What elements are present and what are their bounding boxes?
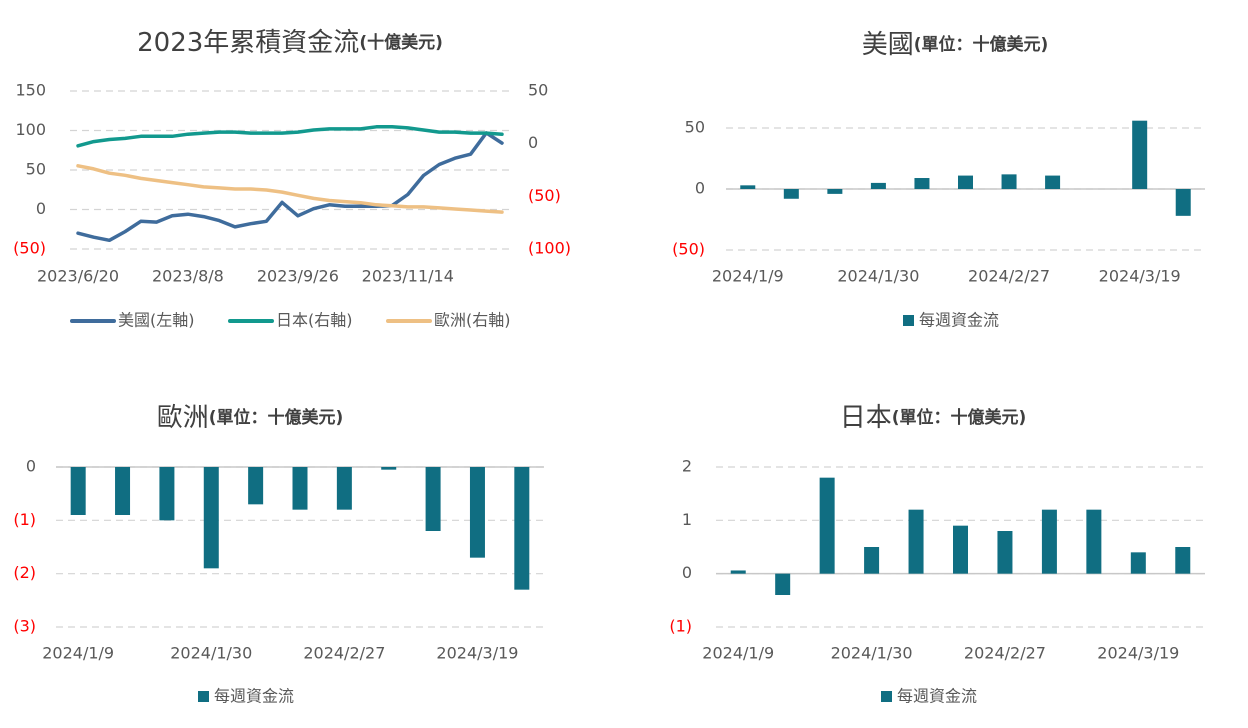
x-tick-label: 2023/8/8 (152, 267, 224, 286)
series-line (76, 125, 504, 148)
x-tick-label: 2023/11/14 (362, 267, 454, 286)
bar (1130, 552, 1146, 574)
bar (1045, 175, 1061, 189)
bar (336, 467, 352, 510)
x-tick-label: 2024/1/30 (831, 644, 913, 663)
bar (248, 467, 264, 505)
bar (1041, 509, 1057, 574)
bar (159, 467, 175, 521)
y-tick-label: 2 (682, 457, 692, 476)
chart-panel: 日本(單位：十億美元) (1) 0 1 2 2024/1/9 2024/1/30 2024/2… (669, 403, 1205, 706)
series-line (76, 164, 504, 214)
x-tick-label: 2024/1/30 (837, 267, 919, 286)
bar (914, 178, 930, 189)
x-tick-label: 2024/2/27 (968, 267, 1050, 286)
bar (115, 467, 131, 515)
y-tick-label: (3) (13, 617, 36, 636)
chart-title: 歐洲(單位：十億美元) (157, 403, 344, 433)
bar (730, 570, 746, 574)
legend-swatch (881, 691, 892, 702)
bar (870, 182, 886, 189)
legend-swatch (903, 315, 914, 326)
series-line (76, 131, 504, 243)
bar (1086, 509, 1102, 574)
x-tick-label: 2024/1/9 (702, 644, 774, 663)
x-tick-label: 2024/3/19 (1099, 267, 1181, 286)
bar (292, 467, 308, 510)
bar (864, 547, 880, 574)
chart-panel: 歐洲(單位：十億美元) (3) (2) (1) 0 2024/1/9 2024/1/30 20… (13, 403, 544, 706)
bar (827, 189, 843, 194)
bar (997, 531, 1013, 574)
chart-title: 日本(單位：十億美元) (840, 403, 1027, 433)
legend-label: 歐洲(右軸) (434, 311, 511, 330)
bar (1132, 120, 1148, 189)
title-unit: (單位：十億美元) (209, 407, 344, 428)
y-tick-label: 150 (15, 81, 46, 100)
title-unit: (十億美元) (359, 32, 443, 53)
bar (819, 477, 835, 574)
y-tick-label: 1 (682, 510, 692, 529)
bar (740, 185, 756, 189)
x-tick-label: 2024/3/19 (436, 644, 518, 663)
y2-tick-label: (50) (528, 186, 561, 205)
bar (469, 467, 485, 558)
chart-panel: 2023年累積資金流(十億美元) (50) 0 50 100 150 (100) (50) 0 5… (13, 28, 571, 330)
legend-label: 日本(右軸) (276, 311, 353, 330)
bar (381, 467, 397, 470)
title-unit: (單位：十億美元) (892, 407, 1027, 428)
bar (1001, 174, 1017, 189)
legend-label: 每週資金流 (897, 687, 977, 706)
bar (425, 467, 441, 531)
title-main: 美國 (862, 30, 914, 60)
x-tick-label: 2024/1/9 (712, 267, 784, 286)
bar (953, 525, 968, 574)
y-tick-label: (50) (13, 239, 46, 258)
title-main: 2023年累積資金流 (137, 28, 359, 58)
y2-tick-label: (100) (528, 239, 571, 258)
chart-title: 美國(單位：十億美元) (862, 30, 1049, 60)
bar (783, 189, 799, 199)
y2-tick-label: 50 (528, 81, 548, 100)
y-tick-label: 100 (15, 120, 46, 139)
y-tick-label: 0 (682, 563, 692, 582)
y-tick-label: 50 (685, 118, 705, 137)
legend-label: 美國(左軸) (118, 311, 195, 330)
bar (908, 509, 924, 574)
x-tick-label: 2024/3/19 (1097, 644, 1179, 663)
x-tick-label: 2023/9/26 (257, 267, 339, 286)
y-tick-label: (1) (13, 510, 36, 529)
bar (203, 467, 219, 569)
y-tick-label: 50 (26, 160, 46, 179)
y-tick-label: 0 (36, 199, 46, 218)
x-tick-label: 2023/6/20 (37, 267, 119, 286)
bar (958, 175, 973, 189)
legend-swatch (198, 691, 209, 702)
title-main: 日本 (840, 403, 892, 433)
bar (775, 573, 791, 595)
y-tick-label: (2) (13, 563, 36, 582)
y-tick-label: 0 (695, 179, 705, 198)
bar (514, 467, 530, 590)
title-unit: (單位：十億美元) (914, 34, 1049, 55)
bar (70, 467, 86, 515)
x-tick-label: 2024/2/27 (303, 644, 385, 663)
bar (1175, 189, 1191, 216)
x-tick-label: 2024/1/9 (42, 644, 114, 663)
title-main: 歐洲 (157, 403, 209, 433)
y-tick-label: (1) (669, 617, 692, 636)
y2-tick-label: 0 (528, 133, 538, 152)
legend-label: 每週資金流 (919, 311, 999, 330)
chart-title: 2023年累積資金流(十億美元) (137, 28, 443, 58)
chart-panel: 美國(單位：十億美元) (50) 0 50 2024/1/9 2024/1/30 2024/… (672, 30, 1205, 330)
legend-label: 每週資金流 (214, 687, 294, 706)
bar (1175, 547, 1191, 574)
x-tick-label: 2024/2/27 (964, 644, 1046, 663)
x-tick-label: 2024/1/30 (170, 644, 252, 663)
y-tick-label: 0 (26, 457, 36, 476)
y-tick-label: (50) (672, 240, 705, 259)
